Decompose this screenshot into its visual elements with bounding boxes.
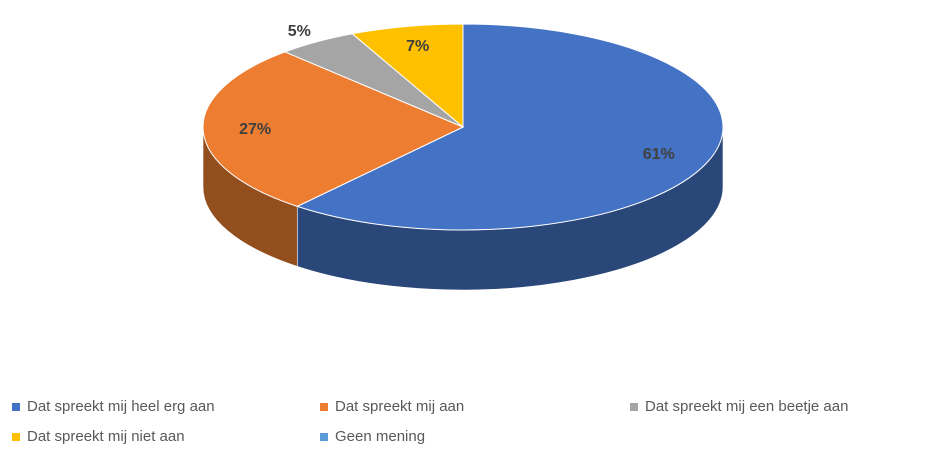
legend-swatch xyxy=(320,403,328,411)
legend-label: Dat spreekt mij niet aan xyxy=(27,428,185,445)
slice xyxy=(351,23,464,129)
legend-label: Dat spreekt mij een beetje aan xyxy=(645,398,848,415)
slice xyxy=(295,23,724,231)
legend-label: Geen mening xyxy=(335,428,425,445)
legend-swatch xyxy=(630,403,638,411)
slice xyxy=(202,51,465,207)
data-label: 5% xyxy=(288,23,311,40)
data-label: 61% xyxy=(643,146,675,163)
legend-swatch xyxy=(12,433,20,441)
data-label: 27% xyxy=(239,121,271,138)
legend-label: Dat spreekt mij aan xyxy=(335,398,464,415)
legend-swatch xyxy=(320,433,328,441)
legend-label: Dat spreekt mij heel erg aan xyxy=(27,398,215,415)
data-label: 7% xyxy=(406,38,429,55)
legend-swatch xyxy=(12,403,20,411)
